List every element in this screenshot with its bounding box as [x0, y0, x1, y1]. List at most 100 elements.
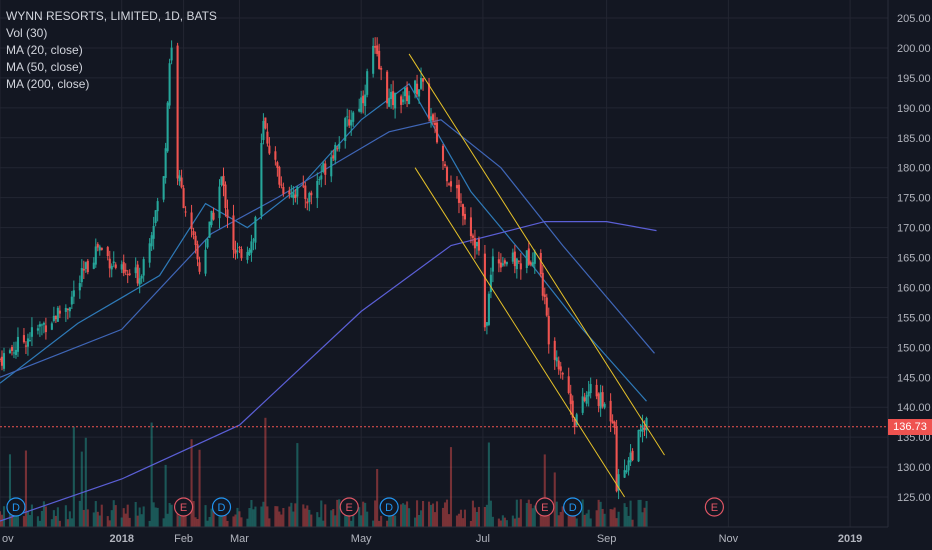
channel-line[interactable]	[414, 167, 626, 498]
candle-body	[120, 264, 123, 270]
candle-body	[431, 114, 435, 121]
candle-body	[124, 269, 127, 272]
volume-bar	[433, 512, 437, 527]
volume-bar	[346, 513, 349, 527]
volume-bar	[334, 515, 337, 527]
time-axis[interactable]: ov 2018 Feb Mar May Jul Sep Nov 2019	[2, 533, 862, 545]
volume-bar	[128, 517, 131, 527]
volume-bar	[108, 520, 111, 527]
ma20-indicator-label[interactable]: MA (20, close)	[6, 43, 83, 57]
dividend-marker[interactable]	[6, 497, 26, 517]
ma50-indicator-label[interactable]: MA (50, close)	[6, 60, 83, 74]
volume-bar	[58, 520, 61, 527]
volume-bar	[152, 502, 155, 527]
price-tick-label: 180.00	[897, 163, 931, 175]
price-tick-label: 125.00	[897, 492, 931, 504]
candle-body	[264, 117, 267, 129]
volume-bar	[236, 507, 239, 527]
time-tick-label: Feb	[174, 533, 193, 545]
earnings-marker[interactable]	[704, 497, 724, 517]
price-tick-label: 170.00	[897, 223, 931, 235]
candle-body	[36, 328, 39, 331]
candle-body	[567, 376, 570, 393]
earnings-marker[interactable]	[339, 497, 359, 517]
volume-bar	[573, 513, 576, 527]
volume-bar	[306, 505, 309, 527]
volume-bar	[92, 512, 95, 527]
candle-body	[418, 89, 421, 97]
candle-body	[420, 77, 423, 89]
volume-bar	[643, 507, 646, 527]
candle-body	[238, 247, 241, 249]
volume-bar	[24, 450, 27, 527]
trend-channel[interactable]	[408, 53, 665, 498]
candle-body	[148, 243, 151, 263]
candle-body	[587, 391, 590, 397]
volume-bar	[515, 499, 518, 527]
volume-bar	[360, 515, 363, 527]
candle-body	[308, 193, 311, 202]
volume-bar	[212, 510, 215, 527]
volume-bar	[469, 520, 472, 527]
ma-line	[0, 221, 657, 522]
candle-body	[96, 244, 99, 248]
earnings-marker[interactable]	[535, 497, 555, 517]
volume-bar	[290, 502, 293, 527]
candle-body	[499, 262, 502, 268]
candle-body	[266, 131, 269, 144]
volume-bar	[292, 511, 295, 527]
volume-bar	[82, 509, 85, 527]
time-tick-label: ov	[2, 533, 14, 545]
volume-bar	[418, 514, 421, 527]
volume-bar	[260, 506, 263, 527]
candle-body	[190, 212, 193, 230]
ma200-indicator-label[interactable]: MA (200, close)	[6, 77, 90, 91]
dividend-marker[interactable]	[211, 497, 232, 517]
earnings-marker[interactable]	[173, 497, 194, 517]
dividend-marker-label: D	[385, 502, 393, 514]
dividend-marker[interactable]	[563, 497, 583, 517]
candle-body	[322, 163, 325, 172]
volume-bar	[250, 500, 253, 527]
volume-bar	[459, 509, 463, 527]
candle-body	[627, 460, 630, 471]
volume-bar	[208, 516, 211, 527]
time-tick-label: Mar	[230, 533, 249, 545]
candle-body	[252, 239, 255, 241]
volume-bar	[206, 520, 209, 527]
price-tick-label: 130.00	[897, 462, 931, 474]
volume-bar	[629, 500, 632, 527]
volume-indicator-label[interactable]: Vol (30)	[6, 26, 48, 40]
candle-body	[42, 322, 45, 325]
volume-bar	[164, 464, 167, 527]
price-axis[interactable]: 205.00 200.00 195.00 190.00 185.00 180.00 175.…	[897, 13, 931, 504]
candle-body	[288, 190, 291, 195]
candle-body	[477, 239, 480, 251]
volume-bar	[571, 513, 574, 527]
candle-body	[511, 252, 514, 262]
volume-bar	[404, 504, 407, 527]
candle-body	[302, 185, 305, 187]
channel-line[interactable]	[408, 53, 665, 456]
candle-body	[463, 213, 467, 220]
symbol-title[interactable]: WYNN RESORTS, LIMITED, 1D, BATS	[6, 9, 217, 23]
volume-bar	[120, 517, 123, 527]
candle-body	[487, 293, 490, 325]
volume-bar	[196, 518, 199, 527]
price-tick-label: 205.00	[897, 13, 931, 25]
candle-body	[475, 241, 478, 247]
candle-body	[429, 116, 433, 121]
volume-bar	[435, 501, 439, 527]
volume-bar	[559, 511, 562, 527]
candle-body	[390, 91, 393, 100]
volume-bar	[637, 499, 640, 527]
volume-bar	[124, 513, 127, 527]
price-tick-label: 185.00	[897, 133, 931, 145]
price-tick-label: 175.00	[897, 193, 931, 205]
volume-bar	[555, 501, 558, 527]
candle-body	[352, 112, 355, 122]
volume-bar	[180, 511, 183, 527]
dividend-marker[interactable]	[379, 497, 399, 517]
